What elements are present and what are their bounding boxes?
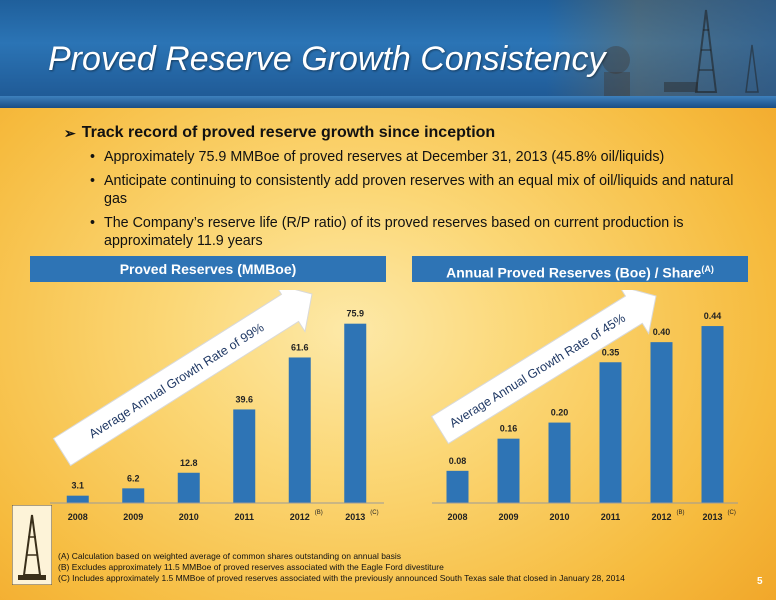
- x-tick-footnote: (B): [677, 510, 685, 516]
- x-tick-label: 2011: [234, 512, 254, 522]
- x-tick-footnote: (C): [728, 510, 736, 516]
- data-label: 0.20: [551, 408, 569, 418]
- data-label: 0.44: [704, 311, 722, 321]
- x-tick-label: 2009: [123, 512, 143, 522]
- x-tick-label: 2010: [179, 512, 199, 522]
- bullet-dot-icon: •: [90, 173, 96, 189]
- sub-bullet: • Approximately 75.9 MMBoe of proved res…: [64, 148, 744, 166]
- data-label: 61.6: [291, 342, 309, 352]
- bar: [233, 409, 256, 503]
- right-chart-title-footnote: (A): [701, 264, 714, 274]
- title-banner: Proved Reserve Growth Consistency: [0, 0, 776, 108]
- x-tick-label: 2011: [601, 512, 621, 522]
- x-tick-footnote: (C): [370, 510, 378, 516]
- x-tick-label: 2008: [68, 512, 88, 522]
- x-tick-label: 2008: [447, 512, 467, 522]
- data-label: 0.08: [449, 456, 467, 466]
- right-chart-header: Annual Proved Reserves (Boe) / Share(A): [412, 256, 748, 282]
- bar: [446, 470, 469, 503]
- oil-rig-silhouette-icon: [602, 9, 759, 96]
- growth-arrow: [52, 290, 313, 467]
- bar: [122, 488, 145, 503]
- growth-arrow-shape: [52, 290, 313, 467]
- bar: [701, 326, 724, 503]
- main-bullet-text: Track record of proved reserve growth si…: [81, 124, 496, 141]
- page-number: 5: [757, 576, 763, 587]
- page-title: Proved Reserve Growth Consistency: [48, 40, 606, 78]
- main-bullet: ➢ Track record of proved reserve growth …: [64, 124, 744, 142]
- bullet-list: ➢ Track record of proved reserve growth …: [64, 124, 744, 250]
- proved-reserves-chart: Average Annual Growth Rate of 99%3.12008…: [50, 290, 384, 522]
- growth-arrow: [430, 290, 657, 445]
- sub-bullet-text: The Company’s reserve life (R/P ratio) o…: [104, 215, 684, 249]
- footnote: (B) Excludes approximately 11.5 MMBoe of…: [58, 562, 444, 572]
- x-tick-label: 2013: [702, 512, 722, 522]
- footnote: (C) Includes approximately 1.5 MMBoe of …: [58, 573, 625, 583]
- bar: [599, 362, 622, 503]
- oil-rig-image: [546, 0, 776, 108]
- data-label: 75.9: [346, 309, 364, 319]
- left-chart-header: Proved Reserves (MMBoe): [30, 256, 386, 282]
- x-tick-label: 2012: [651, 512, 671, 522]
- data-label: 39.6: [235, 394, 253, 404]
- data-label: 12.8: [180, 458, 198, 468]
- footnote: (A) Calculation based on weighted averag…: [58, 551, 402, 561]
- data-label: 6.2: [127, 473, 140, 483]
- right-chart-title: Annual Proved Reserves (Boe) / Share: [446, 264, 702, 281]
- sub-bullet-text: Approximately 75.9 MMBoe of proved reser…: [104, 149, 665, 165]
- bar: [288, 357, 311, 503]
- x-tick-label: 2010: [549, 512, 569, 522]
- bar: [344, 323, 367, 503]
- footnotes: (A) Calculation based on weighted averag…: [58, 551, 625, 584]
- reserves-per-share-chart: Average Annual Growth Rate of 45%0.08200…: [430, 290, 738, 522]
- bar: [650, 342, 673, 503]
- bar: [66, 495, 89, 503]
- x-tick-footnote: (B): [315, 510, 323, 516]
- company-logo: [11, 504, 53, 586]
- derrick-logo-icon: [11, 504, 53, 586]
- growth-arrow-shape: [430, 290, 657, 445]
- bullet-dot-icon: •: [90, 149, 96, 165]
- title-band: [0, 96, 776, 108]
- data-label: 0.16: [500, 424, 518, 434]
- bar: [497, 438, 520, 503]
- bar: [177, 472, 200, 503]
- left-chart-title: Proved Reserves (MMBoe): [119, 261, 297, 277]
- bullet-dot-icon: •: [90, 215, 96, 231]
- x-tick-label: 2009: [498, 512, 518, 522]
- sub-bullet: • Anticipate continuing to consistently …: [64, 172, 744, 208]
- sub-bullet-text: Anticipate continuing to consistently ad…: [104, 173, 734, 207]
- arrow-bullet-icon: ➢: [64, 124, 76, 141]
- sub-bullet: • The Company’s reserve life (R/P ratio)…: [64, 214, 744, 250]
- x-tick-label: 2012: [290, 512, 310, 522]
- data-label: 3.1: [71, 481, 84, 491]
- data-label: 0.35: [602, 347, 620, 357]
- data-label: 0.40: [653, 327, 671, 337]
- x-tick-label: 2013: [345, 512, 365, 522]
- bar: [548, 422, 571, 503]
